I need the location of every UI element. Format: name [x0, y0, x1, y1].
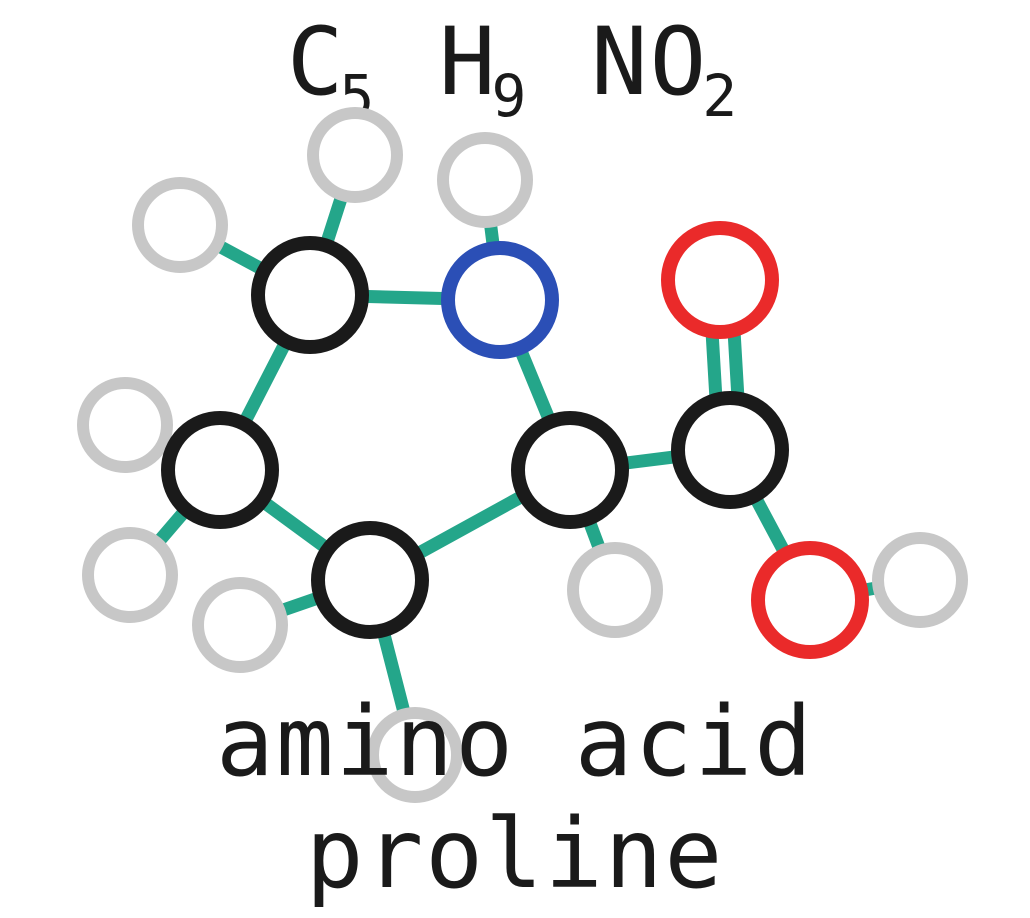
- atom-o-icon: [668, 228, 772, 332]
- figure-canvas: C5 H9 NO2 amino acid proline: [0, 0, 1030, 918]
- atom-h-icon: [138, 183, 222, 267]
- atom-c-icon: [168, 418, 272, 522]
- atom-h-icon: [878, 538, 962, 622]
- atom-c-icon: [258, 243, 362, 347]
- atom-c-icon: [678, 398, 782, 502]
- atom-h-icon: [573, 548, 657, 632]
- atom-h-icon: [313, 113, 397, 197]
- molecule-caption: amino acid proline: [0, 686, 1030, 910]
- atom-h-icon: [83, 383, 167, 467]
- atom-n-icon: [448, 248, 552, 352]
- atom-o-icon: [758, 548, 862, 652]
- heavy-atoms-layer: [168, 228, 862, 652]
- atom-h-icon: [443, 138, 527, 222]
- atom-c-icon: [318, 528, 422, 632]
- atom-h-icon: [88, 533, 172, 617]
- atom-c-icon: [518, 418, 622, 522]
- atom-h-icon: [198, 583, 282, 667]
